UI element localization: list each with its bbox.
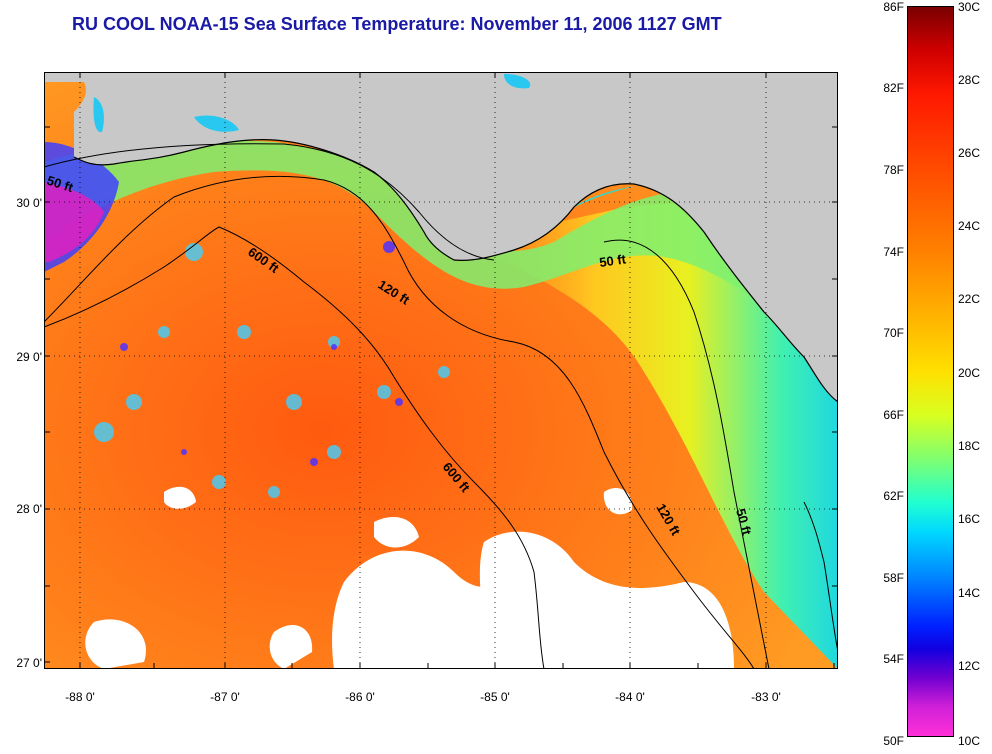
contour-50ft-east — [603, 239, 770, 669]
colorbar-c-30: 30C — [958, 0, 981, 14]
colorbar-c-14: 14C — [958, 586, 981, 600]
lat-label-28: 28 0' — [16, 502, 42, 516]
lat-label-27: 27 0' — [16, 656, 42, 670]
temperature-colorbar — [907, 6, 954, 737]
colorbar-c-28: 28C — [958, 73, 981, 87]
lon-label-84: -84 0' — [615, 690, 645, 704]
colorbar-f-62: 62F — [883, 489, 904, 503]
colorbar-f-54: 54F — [883, 652, 904, 666]
map-border — [44, 72, 838, 669]
contour-600ft — [44, 226, 545, 669]
colorbar-c-24: 24C — [958, 219, 981, 233]
lon-label-86: -86 0' — [345, 690, 375, 704]
lon-label-83: -83 0' — [751, 690, 781, 704]
lon-label-88: -88 0' — [65, 690, 95, 704]
colorbar-c-10: 10C — [958, 734, 981, 748]
colorbar-f-78: 78F — [883, 163, 904, 177]
sst-map[interactable]: 50 ft 600 ft 120 ft 50 ft 600 ft 120 ft … — [44, 72, 838, 669]
axis-ticks — [44, 72, 838, 669]
cloud-cover — [85, 486, 734, 669]
colorbar-c-20: 20C — [958, 366, 981, 380]
colorbar-f-86: 86F — [883, 0, 904, 14]
eastern-shelf-water — [464, 203, 838, 669]
inland-water — [93, 74, 531, 133]
colorbar-f-82: 82F — [883, 81, 904, 95]
coastal-cool-water — [44, 140, 838, 372]
contour-label-50ft-south: 50 ft — [733, 507, 755, 537]
lat-label-29: 29 0' — [16, 350, 42, 364]
colorbar-c-12: 12C — [958, 659, 981, 673]
colorbar-f-66: 66F — [883, 408, 904, 422]
land-mass — [44, 72, 838, 402]
map-title: RU COOL NOAA-15 Sea Surface Temperature:… — [72, 14, 722, 34]
colorbar-c-26: 26C — [958, 146, 981, 160]
lat-label-30: 30 0' — [16, 196, 42, 210]
contour-50ft-west — [44, 143, 495, 261]
lon-label-85: -85 0' — [480, 690, 510, 704]
colorbar-c-18: 18C — [958, 439, 981, 453]
colorbar-c-22: 22C — [958, 292, 981, 306]
contour-label-50ft-east: 50 ft — [598, 251, 627, 270]
colorbar-f-58: 58F — [883, 571, 904, 585]
colorbar-c-16: 16C — [958, 512, 981, 526]
contour-120ft — [44, 175, 755, 669]
coastline-south — [803, 501, 838, 653]
colorbar-f-50: 50F — [883, 734, 904, 748]
colorbar-f-74: 74F — [883, 245, 904, 259]
cool-speckles — [94, 243, 450, 498]
lon-label-87: -87 0' — [210, 690, 240, 704]
colorbar-f-70: 70F — [883, 326, 904, 340]
purple-speckles — [120, 241, 403, 466]
